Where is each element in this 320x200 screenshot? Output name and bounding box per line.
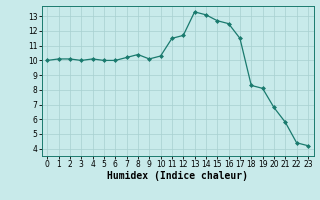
X-axis label: Humidex (Indice chaleur): Humidex (Indice chaleur)	[107, 171, 248, 181]
